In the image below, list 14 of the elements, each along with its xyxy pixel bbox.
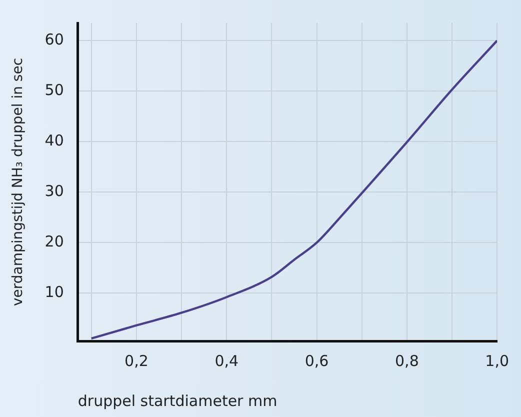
y-tick-label: 50 [44, 81, 64, 100]
x-axis-title: druppel startdiameter mm [78, 392, 278, 410]
x-tick-label: 0,6 [304, 352, 329, 370]
y-tick-label: 40 [44, 132, 64, 150]
x-tick-label: 1,0 [485, 352, 509, 370]
y-tick-label: 20 [44, 232, 64, 250]
x-tick-label: 0,8 [394, 352, 419, 370]
x-tick-label: 0,4 [214, 352, 239, 370]
x-tick-label: 0,2 [124, 352, 148, 370]
y-tick-label: 30 [44, 182, 64, 200]
y-tick-label: 10 [44, 282, 64, 301]
line-series [90, 40, 498, 340]
y-axis-title: verdampingstijd NH₃ druppel in sec [10, 58, 26, 306]
y-tick-label: 60 [44, 30, 64, 49]
